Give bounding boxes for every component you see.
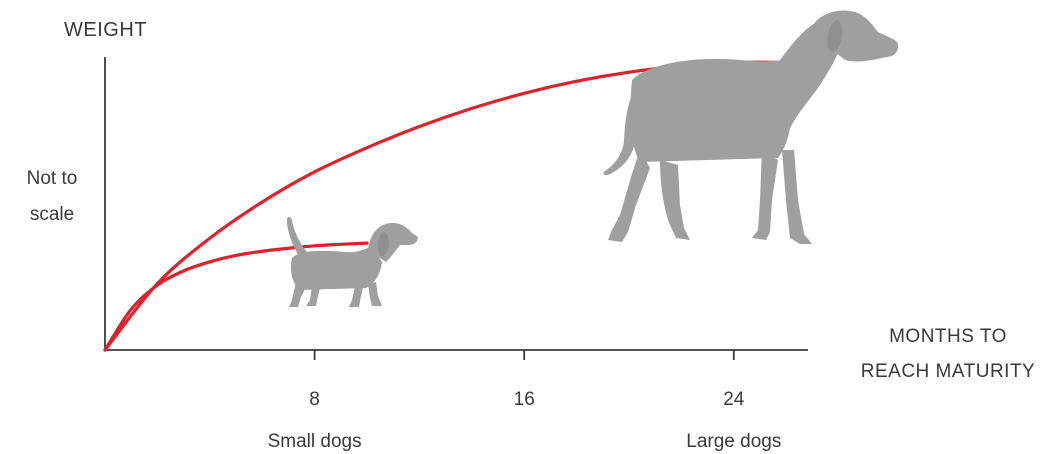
x-axis-label-line2: REACH MATURITY	[861, 361, 1035, 382]
x-axis-label-line1: MONTHS TO	[889, 326, 1007, 347]
scale-note-line2: scale	[30, 204, 74, 225]
category-labels: Small dogs Large dogs	[268, 431, 782, 452]
category-label: Large dogs	[686, 431, 781, 452]
y-axis-label: WEIGHT	[64, 19, 147, 41]
small-dogs-growth-line	[103, 241, 369, 352]
x-tick-label: 24	[723, 389, 745, 410]
x-tick-label: 8	[309, 389, 320, 410]
x-ticks: 8 16 24	[309, 350, 745, 410]
category-label: Small dogs	[268, 431, 362, 452]
x-tick-label: 16	[514, 389, 535, 410]
small-dog-silhouette-icon	[286, 216, 418, 307]
large-dog-silhouette-icon	[603, 10, 899, 244]
scale-note-line1: Not to	[27, 168, 78, 189]
